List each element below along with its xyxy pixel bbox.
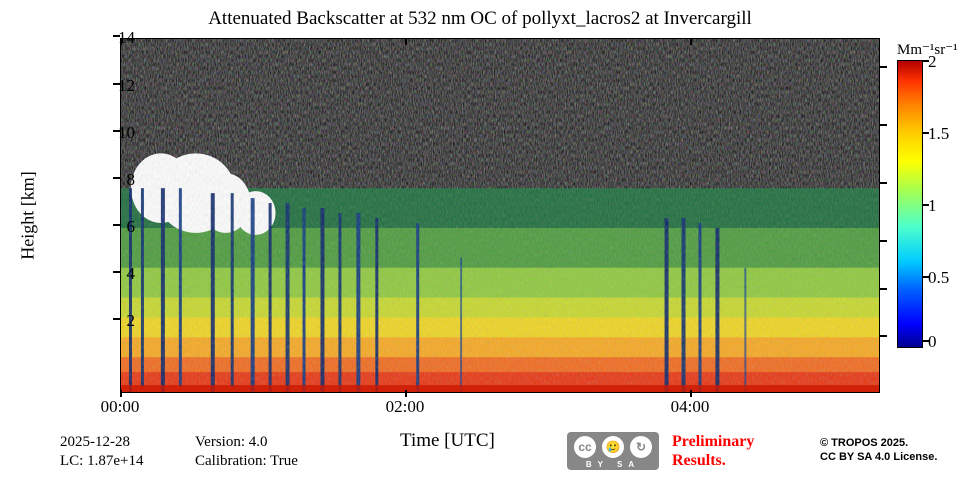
chart-root: Attenuated Backscatter at 532 nm OC of p… [0, 0, 960, 480]
tropos-copyright-label: © TROPOS 2025. CC BY SA 4.0 License. [820, 436, 937, 464]
by-icon: 🥲 [602, 436, 624, 458]
cc-icon: cc [574, 436, 596, 458]
meta-date-lc: 2025-12-28 LC: 1.87e+14 [60, 433, 143, 471]
colorbar[interactable] [897, 60, 923, 348]
creative-commons-badge[interactable]: cc 🥲 ↻ BY SA [567, 432, 659, 470]
preliminary-results-label: Preliminary Results. [672, 432, 754, 470]
y-axis-label-container: Height [km] [18, 38, 38, 393]
colorbar-gradient [897, 60, 923, 348]
x-axis-label: Time [UTC] [400, 430, 495, 452]
heatmap-svg [121, 39, 879, 392]
sa-icon: ↻ [630, 436, 652, 458]
chart-title: Attenuated Backscatter at 532 nm OC of p… [0, 8, 960, 30]
meta-version-calibration: Version: 4.0 Calibration: True [195, 433, 298, 471]
backscatter-heatmap[interactable] [120, 38, 880, 393]
